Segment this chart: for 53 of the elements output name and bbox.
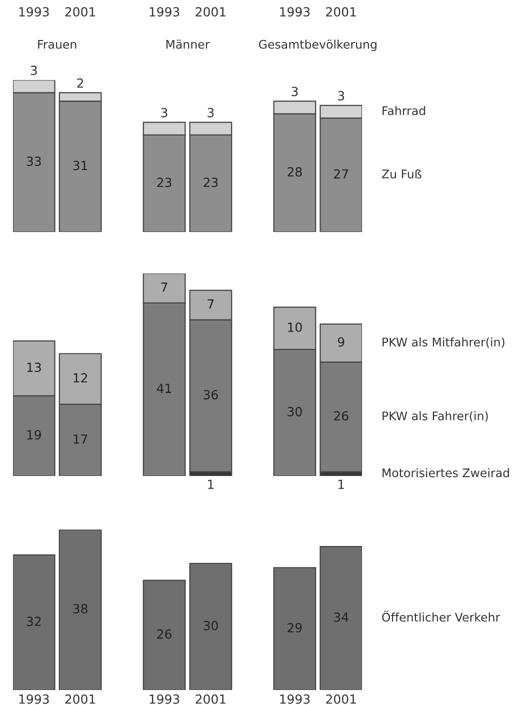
data-label: 3 (30, 66, 37, 76)
data-label: 29 (288, 622, 302, 632)
x-tick-label: 2001 (326, 7, 356, 17)
x-tick-label: 2001 (65, 7, 96, 17)
data-label: 36 (204, 390, 218, 400)
data-label: 38 (73, 604, 88, 614)
data-label: 26 (157, 629, 172, 639)
x-tick-label: 2001 (326, 694, 356, 704)
series-label: Zu Fuß (382, 169, 422, 178)
x-tick-label: 1993 (19, 7, 49, 17)
data-label: 30 (288, 406, 302, 416)
x-tick-label: 1993 (150, 694, 180, 704)
data-label: 23 (204, 178, 218, 188)
data-label: 3 (338, 90, 344, 100)
series-label: Öffentlicher Verkehr (382, 610, 500, 622)
data-label: 27 (334, 169, 348, 178)
x-tick-label: 1993 (280, 694, 310, 704)
x-tick-label: 2001 (196, 7, 226, 17)
data-label: 2 (77, 78, 84, 88)
data-label: 28 (288, 167, 302, 177)
series-label: Motorisiertes Zweirad (382, 468, 509, 478)
data-label: 3 (208, 108, 214, 118)
x-tick-label: 2001 (65, 694, 96, 704)
data-label: 9 (338, 337, 344, 347)
text: Männer (166, 40, 210, 49)
data-label: 1 (208, 480, 214, 489)
text: Frauen (38, 40, 76, 49)
text: Gesamtbevölkerung (258, 40, 376, 52)
data-label: 26 (334, 411, 348, 421)
data-label: 1 (338, 480, 344, 489)
x-tick-label: 1993 (280, 7, 310, 17)
data-label: 30 (204, 620, 218, 630)
data-label: 23 (157, 178, 172, 188)
data-label: 32 (26, 616, 41, 626)
data-label: 17 (74, 434, 88, 444)
data-label: 41 (156, 384, 172, 393)
series-label: PKW als Fahrer(in) (382, 411, 488, 422)
x-tick-label: 1993 (19, 694, 49, 704)
x-tick-label: 1993 (150, 7, 180, 17)
data-label: 7 (161, 282, 168, 292)
data-label: 34 (334, 612, 348, 622)
series-label: PKW als Mitfahrer(in) (382, 337, 504, 348)
data-label: 10 (288, 322, 302, 332)
data-label: 3 (161, 108, 168, 118)
data-label: 12 (74, 373, 87, 382)
data-label: 31 (73, 160, 88, 170)
data-label: 3 (292, 86, 298, 96)
data-label: 19 (27, 430, 41, 440)
series-label: Fahrrad (382, 106, 426, 116)
x-tick-label: 2001 (196, 694, 226, 704)
data-label: 7 (208, 299, 214, 309)
data-label: 33 (26, 156, 41, 166)
data-label: 13 (27, 362, 41, 372)
